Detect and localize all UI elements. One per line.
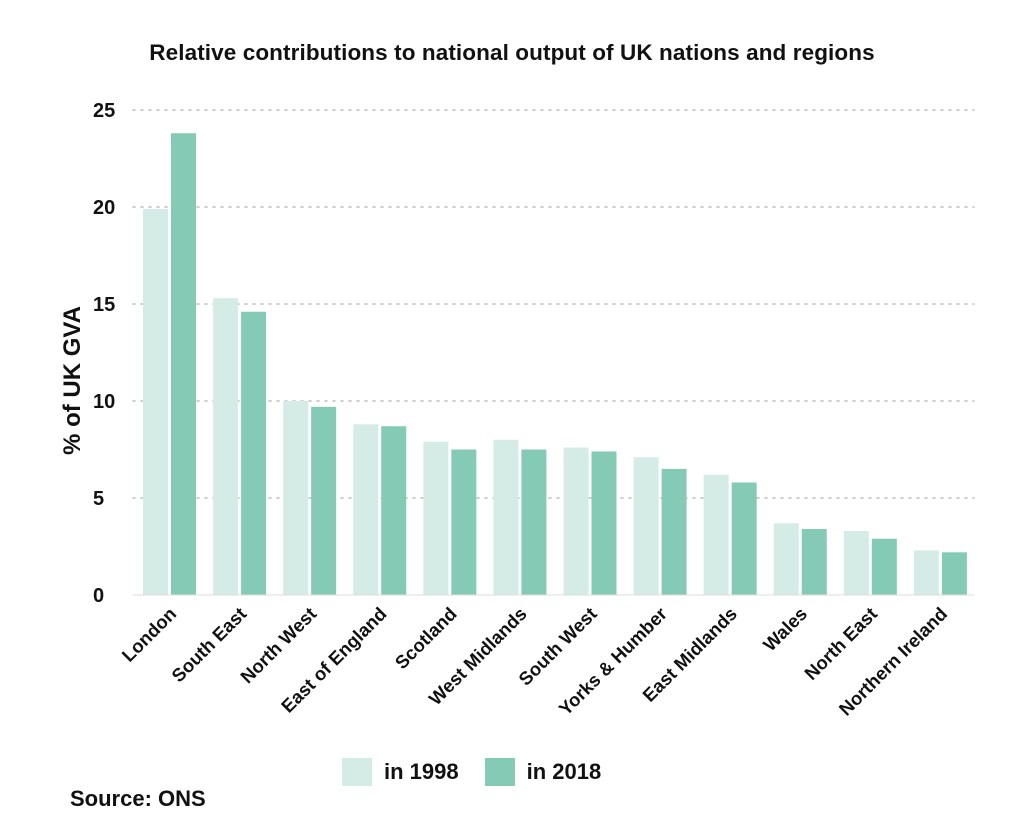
legend-label-1998: in 1998	[384, 759, 459, 784]
bar-2018	[381, 426, 407, 595]
source-note: Source: ONS	[70, 786, 206, 811]
bar-2018	[171, 133, 196, 595]
bar-1998	[563, 447, 589, 595]
bars	[143, 133, 967, 595]
bar-1998	[913, 550, 939, 595]
bar-2018	[311, 406, 337, 595]
bar-1998	[143, 208, 168, 595]
bar-1998	[353, 424, 379, 595]
bar-2018	[591, 451, 617, 595]
bar-1998	[773, 523, 799, 595]
y-tick-label: 5	[93, 488, 104, 510]
bar-2018	[731, 482, 757, 595]
bar-2018	[661, 468, 687, 595]
bar-1998	[283, 401, 309, 595]
y-tick-label: 25	[93, 100, 115, 122]
y-tick-label: 20	[93, 197, 115, 219]
bar-2018	[451, 449, 477, 595]
bar-2018	[871, 538, 897, 595]
y-tick-label: 0	[93, 585, 104, 607]
x-tick-label: Scotland	[391, 603, 461, 673]
chart-title: Relative contributions to national outpu…	[149, 40, 875, 65]
x-tick-label: London	[118, 603, 181, 666]
x-tick-label: Wales	[759, 603, 811, 655]
legend-item-1998: in 1998	[342, 758, 459, 786]
legend: in 1998 in 2018	[342, 754, 627, 790]
y-tick-label: 10	[93, 391, 115, 413]
bar-1998	[423, 441, 449, 595]
y-axis-ticks: 0 5 10 15 20 25	[93, 100, 115, 607]
bar-2018	[241, 311, 267, 595]
legend-item-2018: in 2018	[484, 758, 602, 786]
bar-1998	[843, 530, 869, 595]
bar-1998	[703, 474, 729, 595]
bar-1998	[633, 457, 659, 595]
legend-swatch-1998	[342, 758, 372, 786]
bar-1998	[213, 298, 239, 595]
bar-2018	[521, 449, 547, 595]
bar-2018	[941, 552, 967, 595]
y-axis-title: % of UK GVA	[59, 306, 86, 455]
y-tick-label: 15	[93, 294, 115, 316]
bar-2018	[801, 529, 827, 595]
legend-label-2018: in 2018	[526, 759, 602, 784]
bar-1998	[493, 439, 519, 595]
legend-swatch-2018	[484, 758, 515, 786]
